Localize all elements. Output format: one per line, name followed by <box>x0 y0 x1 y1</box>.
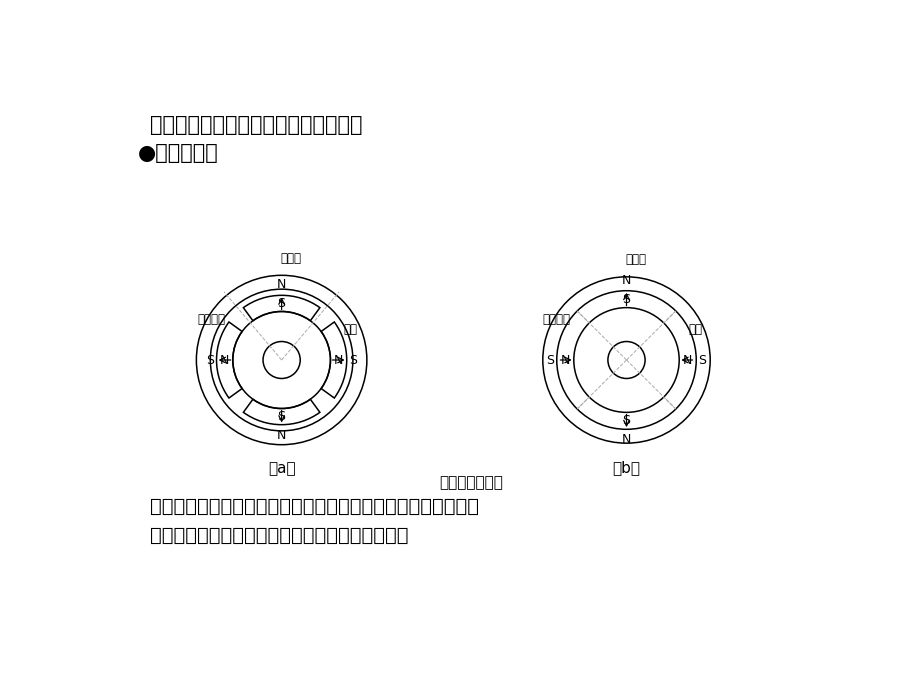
Text: N: N <box>277 428 286 442</box>
Text: N: N <box>277 279 286 291</box>
Text: N: N <box>682 353 692 366</box>
Text: S: S <box>348 353 357 366</box>
Text: S: S <box>546 353 554 366</box>
Text: ●表面式结构: ●表面式结构 <box>138 143 219 163</box>
Text: N: N <box>334 353 343 366</box>
Text: 永磁励磁：表面式，嵌入式，内置式。: 永磁励磁：表面式，嵌入式，内置式。 <box>150 115 362 135</box>
Text: 转轴: 转轴 <box>344 323 357 336</box>
Text: S: S <box>622 293 630 306</box>
Text: N: N <box>220 353 229 366</box>
Text: S: S <box>278 410 285 423</box>
Text: 由于永磁体的磁导率与气隙相近，表面式结构的电机交、直轴磁: 由于永磁体的磁导率与气隙相近，表面式结构的电机交、直轴磁 <box>150 497 479 516</box>
Text: 表面式转子结构: 表面式转子结构 <box>439 475 503 491</box>
Text: （a）: （a） <box>267 462 295 477</box>
Text: S: S <box>278 297 285 310</box>
Text: S: S <box>698 353 706 366</box>
Text: 永磁体: 永磁体 <box>625 253 646 266</box>
Text: 转轴: 转轴 <box>687 323 702 336</box>
Text: N: N <box>560 353 570 366</box>
Text: 永磁体: 永磁体 <box>280 252 301 264</box>
Text: 路磁阻基本相同，因此是一种隐极式同步电动机。: 路磁阻基本相同，因此是一种隐极式同步电动机。 <box>150 526 408 545</box>
Text: S: S <box>206 353 214 366</box>
Text: 转子铁心: 转子铁心 <box>542 313 570 326</box>
Text: 转子铁心: 转子铁心 <box>198 313 225 326</box>
Text: N: N <box>621 274 630 287</box>
Text: （b）: （b） <box>612 460 640 475</box>
Text: N: N <box>621 433 630 446</box>
Text: S: S <box>622 414 630 427</box>
